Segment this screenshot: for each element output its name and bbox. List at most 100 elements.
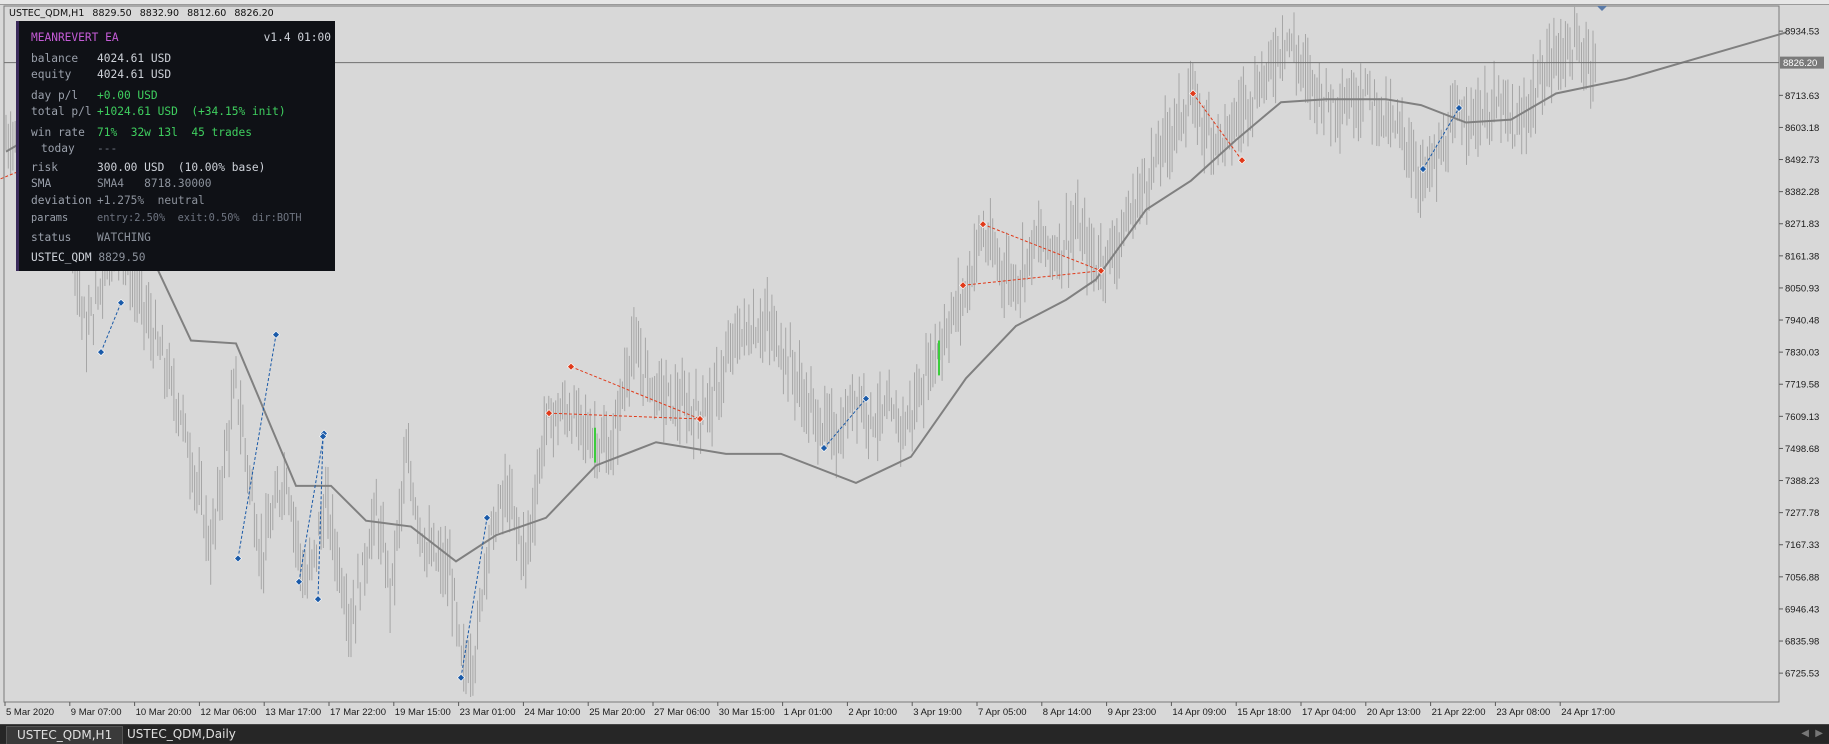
trade-line (1422, 107, 1460, 170)
balance-row: balance 4024.61 USD (31, 52, 171, 65)
status-value: WATCHING (97, 231, 151, 244)
chart-shift-icon (1597, 6, 1607, 11)
deviation-state: neutral (157, 194, 205, 207)
price-axis-label: 8271.83 (1785, 219, 1819, 230)
balance-label: balance (31, 52, 79, 65)
price-axis-label: 8161.38 (1785, 251, 1819, 262)
tab-ustec-h1[interactable]: USTEC_QDM,H1 (6, 726, 124, 744)
winrate-split: 32w 13l (130, 126, 178, 139)
risk-pct: (10.00% base) (177, 161, 266, 174)
params-label: params (31, 212, 69, 224)
price-axis-label: 7498.68 (1785, 444, 1819, 455)
trade-marker (979, 220, 987, 229)
price-axis-label: 8603.18 (1785, 123, 1819, 134)
price-axis-label: 7609.13 (1785, 412, 1819, 423)
time-axis-label: 5 Mar 2020 (6, 707, 54, 718)
sma-label: SMA (31, 177, 52, 190)
time-axis-label: 8 Apr 14:00 (1043, 707, 1092, 718)
trade-marker (545, 409, 553, 418)
tab-scroll-right-icon[interactable]: ▶ (1815, 728, 1823, 739)
ea-footer: USTEC_QDM 8829.50 (31, 251, 146, 264)
sma-value: 8718.30000 (144, 177, 212, 190)
time-axis-label: 17 Apr 04:00 (1302, 707, 1356, 718)
risk-label: risk (31, 161, 58, 174)
price-axis-label: 8050.93 (1785, 283, 1819, 294)
time-axis-label: 27 Mar 06:00 (654, 707, 710, 718)
price-axis-label: 6835.98 (1785, 637, 1819, 648)
price-axis-label: 8713.63 (1785, 91, 1819, 102)
deviation-row: deviation +1.275% neutral (31, 194, 205, 207)
price-axis-label: 7830.03 (1785, 348, 1819, 359)
time-axis-label: 30 Mar 15:00 (719, 707, 775, 718)
equity-label: equity (31, 68, 72, 81)
ea-clock: 01:00 (297, 31, 331, 44)
time-axis-label: 19 Mar 15:00 (395, 707, 451, 718)
trade-marker (483, 513, 491, 522)
params-exit: exit:0.50% (177, 212, 240, 224)
trade-line (237, 334, 277, 559)
params-entry: entry:2.50% (97, 212, 166, 224)
trade-marker (272, 330, 280, 339)
ea-version: v1.4 (263, 31, 291, 44)
time-axis-label: 9 Apr 23:00 (1108, 707, 1157, 718)
current-price-label: 8826.20 (1783, 58, 1817, 69)
price-axis-label: 7388.23 (1785, 476, 1819, 487)
time-axis-label: 10 Mar 20:00 (136, 707, 192, 718)
deviation-label: deviation (31, 194, 92, 207)
tab-ustec-daily[interactable]: USTEC_QDM,Daily (127, 727, 236, 741)
sma-name: SMA4 (97, 177, 124, 190)
price-axis-label: 6946.43 (1785, 604, 1819, 615)
status-row: status WATCHING (31, 231, 151, 244)
balance-value: 4024.61 USD (97, 52, 172, 65)
price-axis-label: 8934.53 (1785, 27, 1819, 38)
trade-marker (820, 444, 828, 452)
price-axis-label: 8492.73 (1785, 155, 1819, 166)
time-axis-label: 9 Mar 07:00 (71, 707, 122, 718)
trade-line (298, 433, 325, 582)
trade-marker (1097, 266, 1105, 275)
total-pl-row: total p/l +1024.61 USD (+34.15% init) (31, 105, 286, 118)
winrate-trades: 45 trades (191, 126, 252, 139)
window-top-strip (0, 0, 1829, 5)
trade-marker (862, 394, 870, 403)
time-axis-label: 24 Apr 17:00 (1561, 707, 1615, 718)
time-axis-label: 13 Mar 17:00 (265, 707, 321, 718)
ea-info-panel: MEANREVERT EA v1.4 01:00 balance 4024.61 … (16, 21, 335, 271)
trade-line (1192, 93, 1243, 161)
trade-line (100, 302, 122, 353)
status-label: status (31, 231, 72, 244)
time-axis-label: 25 Mar 20:00 (589, 707, 645, 718)
winrate-row: win rate 71% 32w 13l 45 trades (31, 126, 252, 139)
price-axis-label: 7056.88 (1785, 572, 1819, 583)
risk-row: risk 300.00 USD (10.00% base) (31, 161, 265, 174)
trade-marker (457, 673, 465, 682)
time-axis-label: 3 Apr 19:00 (913, 707, 962, 718)
time-axis-label: 23 Apr 08:00 (1496, 707, 1550, 718)
total-pl-value: +1024.61 USD (97, 105, 178, 118)
symbol-name: USTEC_QDM,H1 (9, 8, 85, 19)
time-axis-label: 7 Apr 05:00 (978, 707, 1027, 718)
deviation-value: +1.275% (97, 194, 145, 207)
time-axis-label: 2 Apr 10:00 (848, 707, 897, 718)
chart-window[interactable]: 8934.53 8713.63 8603.18 8492.73 8382.28 8271.… (0, 0, 1829, 724)
chart-tab-bar: USTEC_QDM,H1 USTEC_QDM,Daily ◀ ▶ (0, 724, 1829, 744)
ohlc-high: 8832.90 (139, 8, 180, 19)
trade-marker (1419, 165, 1427, 173)
params-row: params entry:2.50% exit:0.50% dir:BOTH (31, 212, 302, 224)
price-chart[interactable]: 8934.53 8713.63 8603.18 8492.73 8382.28 8271.… (0, 0, 1829, 724)
trade-line (570, 366, 701, 420)
tab-scroll-left-icon[interactable]: ◀ (1801, 728, 1809, 739)
trade-line (548, 412, 701, 420)
day-pl-row: day p/l +0.00 USD (31, 89, 158, 102)
ohlc-close: 8826.20 (234, 8, 274, 19)
price-axis-label: 6725.53 (1785, 669, 1819, 680)
time-axis-label: 20 Apr 13:00 (1367, 707, 1421, 718)
time-axis-label: 14 Apr 09:00 (1172, 707, 1226, 718)
trade-line (982, 223, 1102, 272)
today-value: --- (97, 142, 118, 155)
sma-line (5, 31, 1787, 563)
winrate-label: win rate (31, 126, 85, 139)
trade-marker (959, 281, 967, 290)
price-axis-label: 7940.48 (1785, 316, 1819, 327)
price-axis-label: 7719.58 (1785, 380, 1819, 391)
